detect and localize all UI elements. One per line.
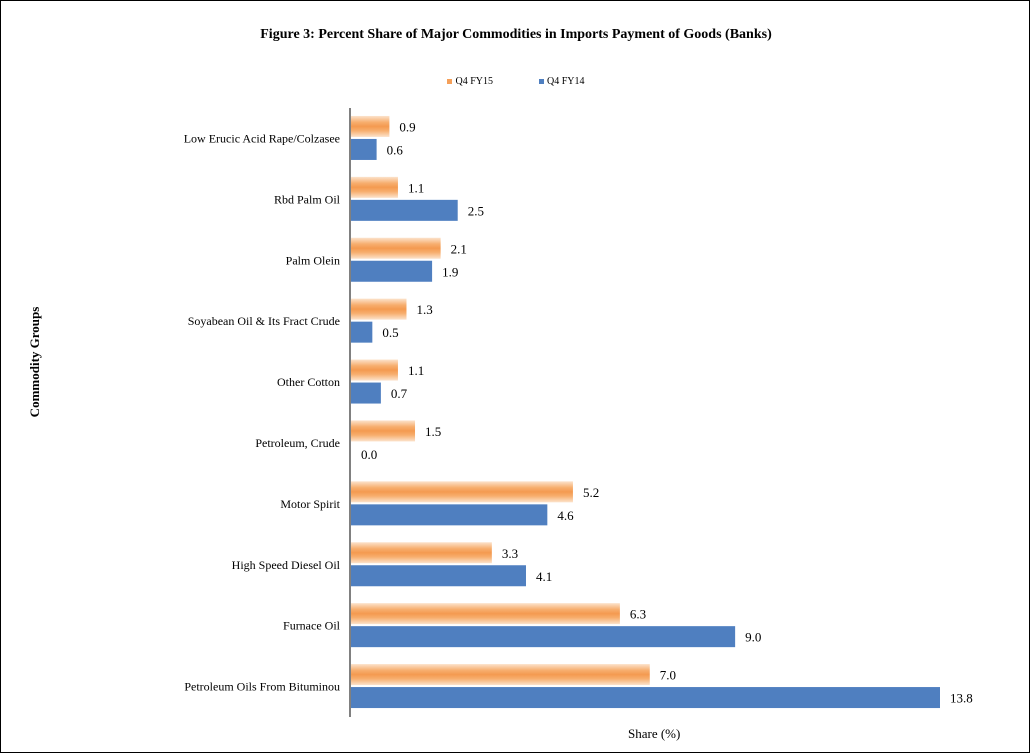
category-label-petroleum-crude: Petroleum, Crude: [255, 436, 340, 450]
category-label-other-cotton: Other Cotton: [277, 375, 340, 389]
category-label-soyabean-oil-its-fract-crude: Soyabean Oil & Its Fract Crude: [188, 314, 340, 328]
category-label-rbd-palm-oil: Rbd Palm Oil: [274, 192, 341, 206]
value-label-q4-fy14-low-erucic-acid-rape-colzasee: 0.6: [387, 142, 404, 157]
bar-q4-fy14-rbd-palm-oil: [351, 199, 458, 221]
value-label-q4-fy15-rbd-palm-oil: 1.1: [408, 180, 424, 195]
value-label-q4-fy15-other-cotton: 1.1: [408, 363, 424, 378]
bar-q4-fy14-motor-spirit: [351, 504, 548, 526]
value-label-q4-fy14-motor-spirit: 4.6: [557, 508, 574, 523]
category-label-low-erucic-acid-rape-colzasee: Low Erucic Acid Rape/Colzasee: [184, 131, 340, 145]
bar-q4-fy14-petroleum-oils-from-bituminou: [351, 687, 940, 709]
bar-q4-fy15-motor-spirit: [351, 481, 573, 503]
bar-q4-fy14-low-erucic-acid-rape-colzasee: [351, 138, 377, 160]
value-label-q4-fy14-petroleum-oils-from-bituminou: 13.8: [950, 691, 973, 706]
bar-q4-fy15-high-speed-diesel-oil: [351, 542, 492, 564]
bar-q4-fy15-petroleum-oils-from-bituminou: [351, 664, 650, 686]
value-label-q4-fy15-low-erucic-acid-rape-colzasee: 0.9: [399, 119, 415, 134]
bars-layer: Low Erucic Acid Rape/Colzasee 0.9 0.6 Rbd P…: [184, 115, 973, 709]
bar-q4-fy14-soyabean-oil-its-fract-crude: [351, 321, 373, 343]
value-label-q4-fy14-petroleum-crude: 0.0: [361, 447, 377, 462]
value-label-q4-fy15-high-speed-diesel-oil: 3.3: [502, 546, 518, 561]
bar-q4-fy14-high-speed-diesel-oil: [351, 565, 526, 587]
bar-q4-fy15-low-erucic-acid-rape-colzasee: [351, 115, 390, 137]
bar-q4-fy15-furnace-oil: [351, 603, 620, 625]
category-label-palm-olein: Palm Olein: [286, 253, 340, 267]
value-label-q4-fy15-petroleum-oils-from-bituminou: 7.0: [660, 668, 676, 683]
x-axis-title: Share (%): [628, 726, 681, 741]
bar-q4-fy15-other-cotton: [351, 359, 398, 381]
category-label-motor-spirit: Motor Spirit: [280, 497, 340, 511]
bar-q4-fy15-soyabean-oil-its-fract-crude: [351, 298, 407, 320]
value-label-q4-fy14-rbd-palm-oil: 2.5: [468, 203, 484, 218]
legend-label-q4-fy15: Q4 FY15: [455, 76, 493, 87]
value-label-q4-fy15-furnace-oil: 6.3: [630, 607, 646, 622]
value-label-q4-fy14-high-speed-diesel-oil: 4.1: [536, 569, 552, 584]
legend: Q4 FY15 Q4 FY14: [0, 76, 1032, 87]
legend-item-q4-fy14: Q4 FY14: [539, 76, 585, 87]
value-label-q4-fy14-other-cotton: 0.7: [391, 386, 408, 401]
value-label-q4-fy15-palm-olein: 2.1: [451, 241, 467, 256]
value-label-q4-fy15-soyabean-oil-its-fract-crude: 1.3: [416, 302, 432, 317]
bar-q4-fy15-rbd-palm-oil: [351, 176, 398, 198]
bar-q4-fy14-other-cotton: [351, 382, 381, 404]
category-label-furnace-oil: Furnace Oil: [283, 619, 341, 633]
chart-title: Figure 3: Percent Share of Major Commodi…: [260, 27, 772, 42]
legend-label-q4-fy14: Q4 FY14: [547, 76, 585, 87]
bar-q4-fy14-palm-olein: [351, 260, 433, 282]
value-label-q4-fy15-petroleum-crude: 1.5: [425, 424, 441, 439]
value-label-q4-fy14-soyabean-oil-its-fract-crude: 0.5: [382, 325, 398, 340]
bar-q4-fy15-palm-olein: [351, 237, 441, 259]
legend-swatch-q4-fy15: [447, 79, 453, 84]
bar-q4-fy14-furnace-oil: [351, 626, 736, 648]
bar-q4-fy15-petroleum-crude: [351, 420, 416, 442]
category-label-petroleum-oils-from-bituminou: Petroleum Oils From Bituminou: [184, 680, 340, 694]
value-label-q4-fy14-furnace-oil: 9.0: [745, 630, 761, 645]
category-label-high-speed-diesel-oil: High Speed Diesel Oil: [232, 558, 341, 572]
legend-swatch-q4-fy14: [539, 79, 544, 84]
legend-item-q4-fy15: Q4 FY15: [447, 76, 493, 87]
value-label-q4-fy14-palm-olein: 1.9: [442, 264, 458, 279]
value-label-q4-fy15-motor-spirit: 5.2: [583, 485, 599, 500]
